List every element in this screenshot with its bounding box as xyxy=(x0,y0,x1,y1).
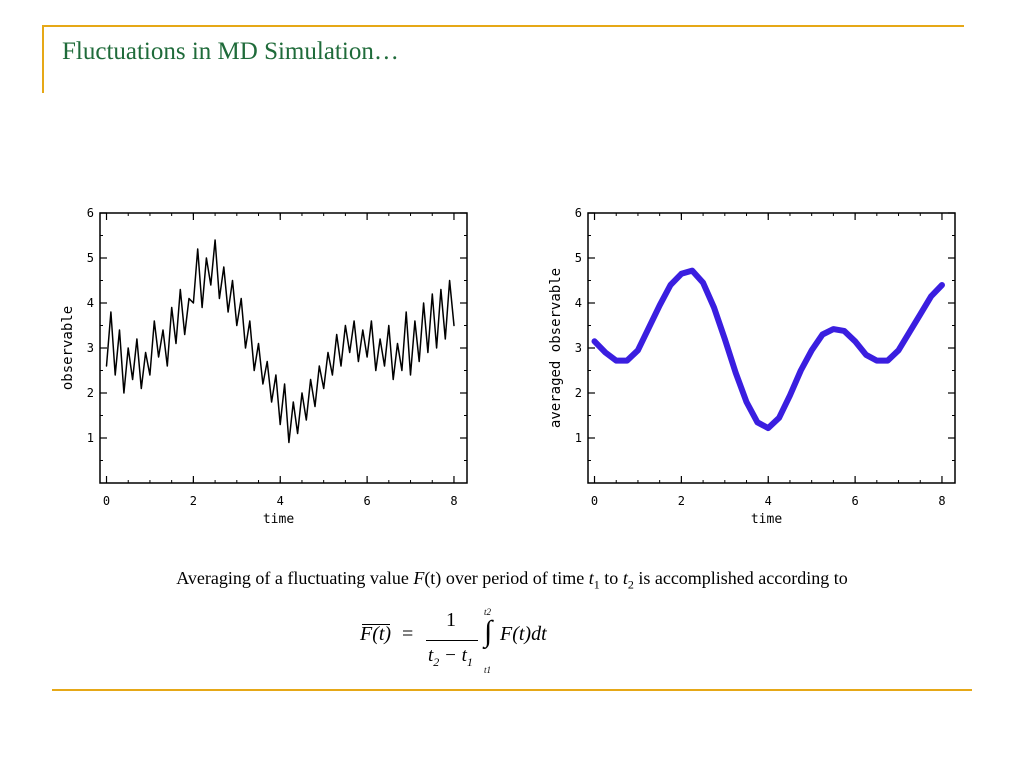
equation-lower-limit: t1 xyxy=(484,665,492,675)
caption-f: F xyxy=(413,568,425,588)
equation-lhs: F(t) xyxy=(360,623,391,646)
x-tick-label: 8 xyxy=(938,494,945,508)
y-tick-label: 2 xyxy=(87,386,94,400)
series-line xyxy=(105,239,455,444)
equation-integral-sign: ∫ xyxy=(484,615,493,648)
y-tick-label: 1 xyxy=(87,431,94,445)
x-tick-label: 6 xyxy=(363,494,370,508)
equation-upper-limit: t2 xyxy=(484,607,492,617)
x-axis-label: time xyxy=(263,512,294,527)
x-axis-label: time xyxy=(751,512,782,527)
equation-lhs-text: F(t) xyxy=(360,623,392,645)
caption-text-1: Averaging of a fluctuating value xyxy=(176,568,414,588)
slide-bottom-rule xyxy=(52,689,972,691)
equation-numerator: 1 xyxy=(446,609,456,631)
caption: Averaging of a fluctuating value F(t) ov… xyxy=(0,568,1024,593)
caption-sub2: 2 xyxy=(627,577,634,592)
average-equation: F(t) = 1 t2 − t1 t2 ∫ t1 F(t)dt xyxy=(360,607,580,681)
y-tick-label: 3 xyxy=(575,341,582,355)
charts-canvas: 1 2 3 4 5 6 0 2 4 6 8 time observable 1 2 3 4 5 6 0 2 4 6 8 tim… xyxy=(60,206,956,527)
equation-fraction-line xyxy=(426,640,478,641)
caption-text-3: to xyxy=(599,568,623,588)
x-tick-label: 8 xyxy=(450,494,457,508)
equation-denominator: t2 − t1 xyxy=(428,645,473,669)
series-line xyxy=(591,267,945,432)
x-tick-label: 4 xyxy=(277,494,284,508)
y-tick-label: 4 xyxy=(575,296,582,310)
equation-integrand: F(t)dt xyxy=(500,623,547,645)
caption-text-4: is accomplished according to xyxy=(633,568,848,588)
y-tick-label: 5 xyxy=(87,251,94,265)
caption-text-2: over period of time xyxy=(441,568,589,588)
caption-sub1: 1 xyxy=(593,577,600,592)
slide-left-rule xyxy=(42,25,44,93)
x-tick-label: 0 xyxy=(591,494,598,508)
slide-top-rule xyxy=(42,25,964,27)
x-tick-label: 2 xyxy=(678,494,685,508)
y-axis-label: observable xyxy=(60,306,76,390)
x-tick-label: 2 xyxy=(190,494,197,508)
chart-averaged-observable: 1 2 3 4 5 6 0 2 4 6 8 time averaged observable xyxy=(548,206,956,527)
y-tick-label: 2 xyxy=(575,386,582,400)
y-tick-label: 4 xyxy=(87,296,94,310)
y-tick-label: 1 xyxy=(575,431,582,445)
y-axis-label: averaged observable xyxy=(548,268,564,428)
equation-equals: = xyxy=(402,623,414,645)
caption-t2: t xyxy=(622,568,628,588)
x-tick-label: 4 xyxy=(765,494,772,508)
y-tick-label: 5 xyxy=(575,251,582,265)
slide-title: Fluctuations in MD Simulation… xyxy=(62,38,399,65)
x-tick-label: 6 xyxy=(851,494,858,508)
y-tick-label: 6 xyxy=(575,206,582,220)
x-tick-label: 0 xyxy=(103,494,110,508)
y-tick-label: 3 xyxy=(87,341,94,355)
caption-paren-t: (t) xyxy=(424,568,442,588)
chart-observable: 1 2 3 4 5 6 0 2 4 6 8 time observable xyxy=(60,206,468,527)
caption-t1: t xyxy=(588,568,594,588)
y-tick-label: 6 xyxy=(87,206,94,220)
